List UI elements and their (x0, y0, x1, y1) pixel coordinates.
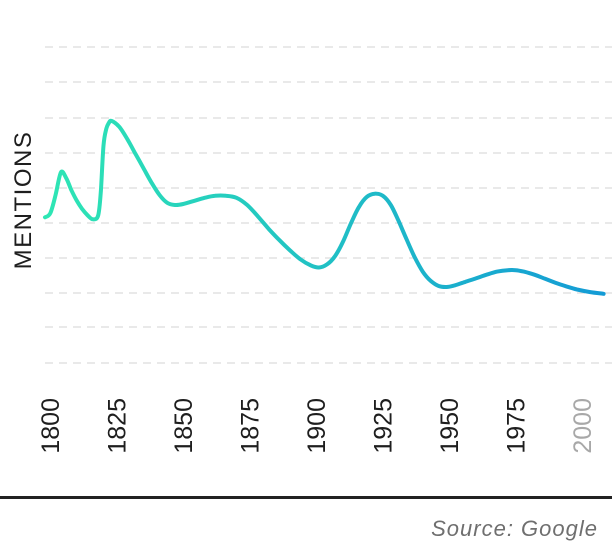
x-tick-label: 2000 (569, 398, 597, 454)
x-tick-label: 1800 (37, 398, 65, 454)
y-axis-title: MENTIONS (10, 131, 37, 270)
x-tick-label: 1925 (370, 398, 398, 454)
source-note: Source: Google (431, 516, 598, 541)
x-tick-label: 1900 (303, 398, 331, 454)
series-line-mentions (43, 118, 606, 296)
x-tick-label: 1850 (170, 398, 198, 454)
x-tick-label: 1825 (104, 398, 132, 454)
bottom-rule (0, 496, 612, 499)
grid-lines (45, 46, 612, 364)
x-tick-label: 1875 (237, 398, 265, 454)
x-axis-ticks: 1800 1825 1850 1875 1900 1925 1950 1975 2000 (37, 398, 597, 454)
x-tick-label: 1950 (436, 398, 464, 454)
x-tick-label: 1975 (503, 398, 531, 454)
